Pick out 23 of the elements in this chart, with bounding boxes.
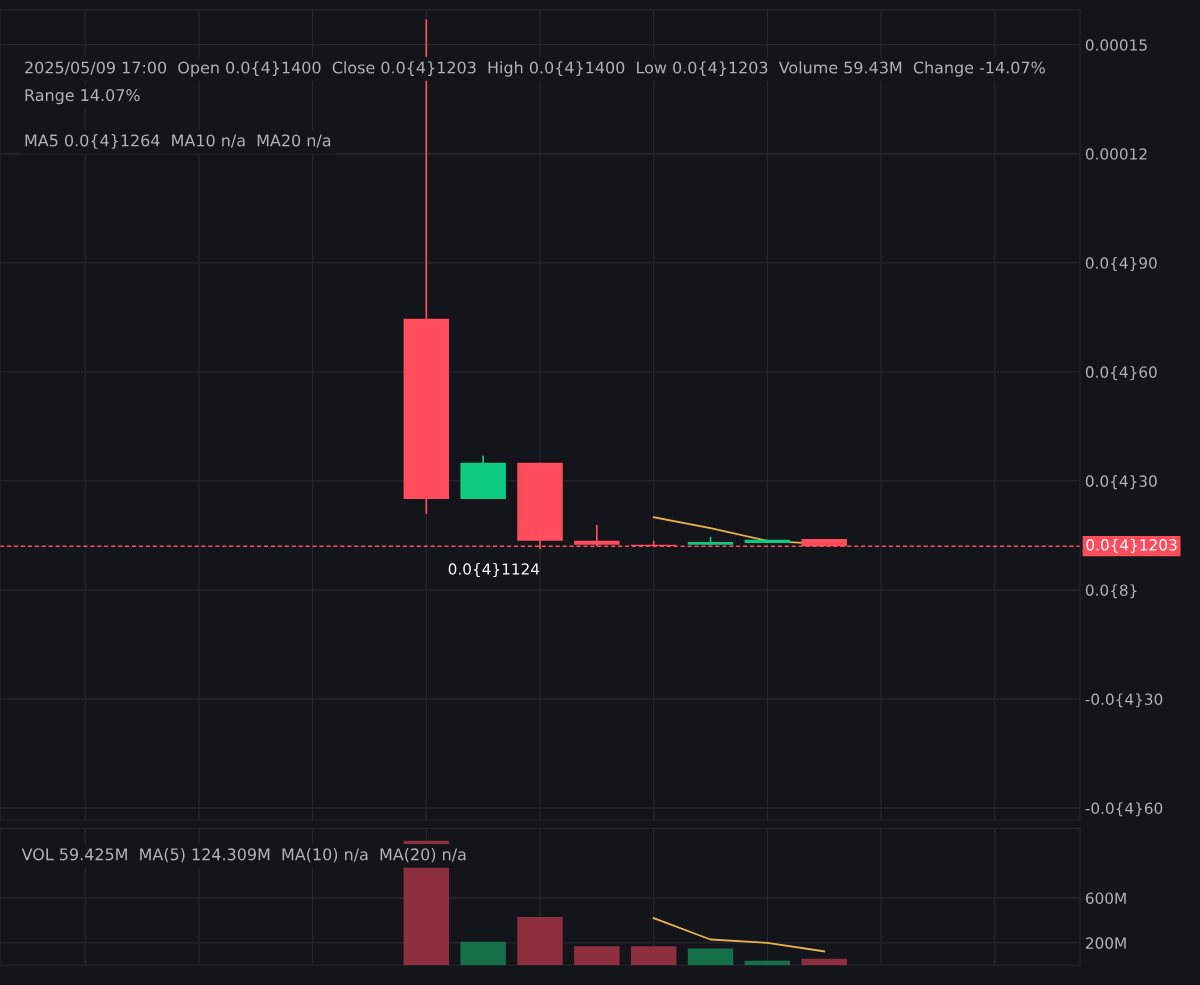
bar — [801, 958, 847, 966]
y-tick-label: -0.0{4}60 — [1085, 802, 1163, 817]
y-tick-label: 0.00012 — [1085, 148, 1147, 160]
y-tick-label: 0.0{8} — [1085, 584, 1137, 599]
y-tick-label: 0.00015 — [1085, 39, 1147, 51]
bar — [517, 917, 563, 966]
line-series — [652, 917, 826, 953]
y-tick-label: 0.0{4}90 — [1085, 257, 1157, 272]
ref-line-label: 0.0{4}1203 — [1086, 538, 1177, 553]
bar — [630, 946, 677, 966]
annotation: MA5 0.0{4}1264 MA10 n/a MA20 n/a — [25, 134, 331, 149]
annotation: Range 14.07% — [25, 89, 140, 105]
bar — [687, 948, 734, 966]
annotation: 0.0{4}1124 — [448, 562, 540, 578]
y-tick-label: 600M — [1085, 892, 1126, 904]
y-tick-label: 200M — [1085, 937, 1126, 949]
annotation: VOL 59.425M MA(5) 124.309M MA(10) n/a MA(20) n/a — [21, 848, 466, 863]
y-tick-label: -0.0{4}30 — [1085, 693, 1163, 708]
annotation: 2025/05/09 17:00 Open 0.0{4}1400 Close 0.0{4}1203 High 0.0{4}1400 Low 0.0{4}1203 Volume 59.43M Change -14.07% — [25, 61, 1045, 77]
bar — [460, 941, 506, 966]
bar — [574, 946, 620, 966]
y-tick-label: 0.0{4}30 — [1085, 475, 1157, 490]
y-tick-label: 0.0{4}60 — [1085, 366, 1157, 381]
